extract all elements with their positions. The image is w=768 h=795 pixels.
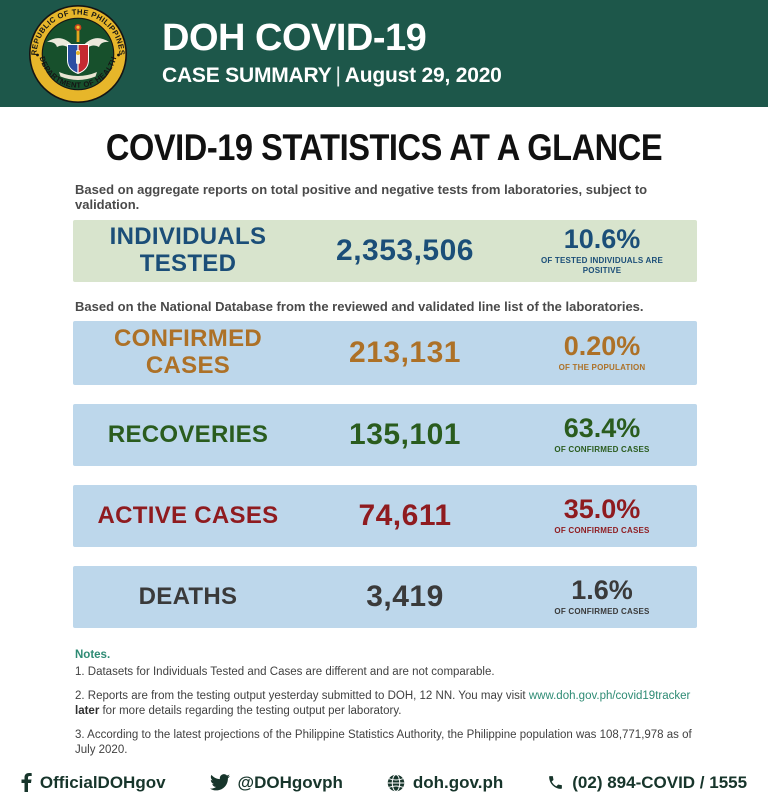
covid19tracker-link[interactable]: www.doh.gov.ph/covid19tracker xyxy=(528,689,691,702)
website-link-label: doh.gov.ph xyxy=(412,772,504,792)
stat-row-active-cases: ACTIVE CASES 74,611 35.0% OF CONFIRMED C… xyxy=(73,485,697,547)
hotline-number-label: (02) 894-COVID / 1555 xyxy=(572,772,748,792)
stat-value: 135,101 xyxy=(349,418,461,451)
seal-banner xyxy=(59,71,97,80)
note-1: 1. Datasets for Individuals Tested and C… xyxy=(75,665,495,678)
header-title: DOH COVID-19 xyxy=(162,16,427,59)
notes-section: Notes. 1. Datasets for Individuals Teste… xyxy=(75,648,698,758)
stat-percent: 10.6% xyxy=(563,223,641,254)
seal-shield xyxy=(67,43,89,74)
facebook-handle-label: OfficialDOHgov xyxy=(39,772,166,792)
stat-value: 213,131 xyxy=(349,336,461,369)
note-2-bold: later xyxy=(75,704,100,717)
caption-cases: Based on the National Database from the … xyxy=(75,299,644,314)
stat-percent-caption: OF CONFIRMED CASES xyxy=(554,525,650,535)
stat-row-recoveries: RECOVERIES 135,101 63.4% OF CONFIRMED CA… xyxy=(73,404,697,466)
notes-title: Notes. xyxy=(75,649,111,661)
twitter-handle-label: @DOHgovph xyxy=(237,772,343,792)
seal-wing-left xyxy=(47,37,75,53)
hotline-number[interactable]: (02) 894-COVID / 1555 xyxy=(547,773,747,793)
stat-row-confirmed-cases: CONFIRMED CASES 213,131 0.20% OF THE POP… xyxy=(73,321,697,385)
website-link[interactable]: doh.gov.ph xyxy=(387,773,503,793)
stat-percent: 63.4% xyxy=(563,412,641,443)
header-banner: REPUBLIC OF THE PHILIPPINES DEPARTMENT O… xyxy=(0,0,768,107)
stat-label: ACTIVE CASES xyxy=(97,501,279,529)
doh-seal-logo: REPUBLIC OF THE PHILIPPINES DEPARTMENT O… xyxy=(29,4,127,103)
page-title: COVID-19 STATISTICS AT A GLANCE xyxy=(105,127,663,168)
stat-label: INDIVIDUALS TESTED xyxy=(109,223,267,277)
header-subtitle: CASE SUMMARY | August 29, 2020 xyxy=(162,64,502,88)
note-2-suffix: for more details regarding the testing o… xyxy=(99,704,402,717)
stat-percent: 35.0% xyxy=(563,493,641,524)
stat-percent-caption: OF CONFIRMED CASES xyxy=(554,444,650,454)
facebook-icon xyxy=(21,773,32,793)
twitter-icon xyxy=(209,774,230,791)
twitter-handle[interactable]: @DOHgovph xyxy=(209,772,343,793)
stat-percent: 1.6% xyxy=(571,574,633,605)
stat-label: DEATHS xyxy=(138,582,238,610)
note-2-text: 2. Reports are from the testing output y… xyxy=(75,689,529,702)
header-subtitle-left: CASE SUMMARY xyxy=(162,64,332,88)
header-subtitle-separator: | xyxy=(335,64,341,88)
seal-wing-right xyxy=(81,37,109,53)
stat-percent: 0.20% xyxy=(563,330,641,361)
note-3: 3. According to the latest projections o… xyxy=(75,728,692,756)
facebook-handle[interactable]: OfficialDOHgov xyxy=(21,773,166,793)
stat-percent-caption: OF TESTED INDIVIDUALS ARE POSITIVE xyxy=(540,255,664,275)
globe-icon xyxy=(387,773,405,792)
stat-percent-caption: OF THE POPULATION xyxy=(558,362,646,372)
seal-torch xyxy=(76,29,80,42)
stat-row-deaths: DEATHS 3,419 1.6% OF CONFIRMED CASES xyxy=(73,566,697,628)
stat-label: RECOVERIES xyxy=(107,420,269,448)
caption-tested: Based on aggregate reports on total posi… xyxy=(75,182,648,212)
stat-value: 3,419 xyxy=(366,580,444,613)
stat-row-individuals-tested: INDIVIDUALS TESTED 2,353,506 10.6% OF TE… xyxy=(73,220,697,282)
stat-percent-caption: OF CONFIRMED CASES xyxy=(554,606,650,616)
stat-value: 2,353,506 xyxy=(336,234,474,267)
footer-contact-bar: OfficialDOHgov @DOHgovph doh.gov.ph (02)… xyxy=(0,773,768,793)
note-2: 2. Reports are from the testing output y… xyxy=(75,689,698,719)
phone-icon xyxy=(549,776,563,789)
stat-label: CONFIRMED CASES xyxy=(113,325,263,379)
stat-value: 74,611 xyxy=(358,499,452,532)
header-subtitle-date: August 29, 2020 xyxy=(344,64,502,88)
